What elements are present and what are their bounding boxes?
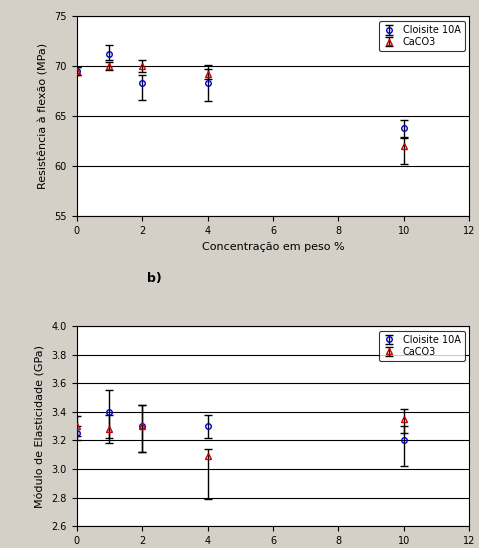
- Text: b): b): [148, 272, 162, 286]
- Y-axis label: Resistência à flexão (MPa): Resistência à flexão (MPa): [39, 43, 49, 190]
- X-axis label: Concentração em peso %: Concentração em peso %: [202, 242, 344, 252]
- Legend: Cloisite 10A, CaCO3: Cloisite 10A, CaCO3: [379, 21, 465, 51]
- Y-axis label: Módulo de Elasticidade (GPa): Módulo de Elasticidade (GPa): [36, 345, 46, 507]
- Legend: Cloisite 10A, CaCO3: Cloisite 10A, CaCO3: [379, 331, 465, 361]
